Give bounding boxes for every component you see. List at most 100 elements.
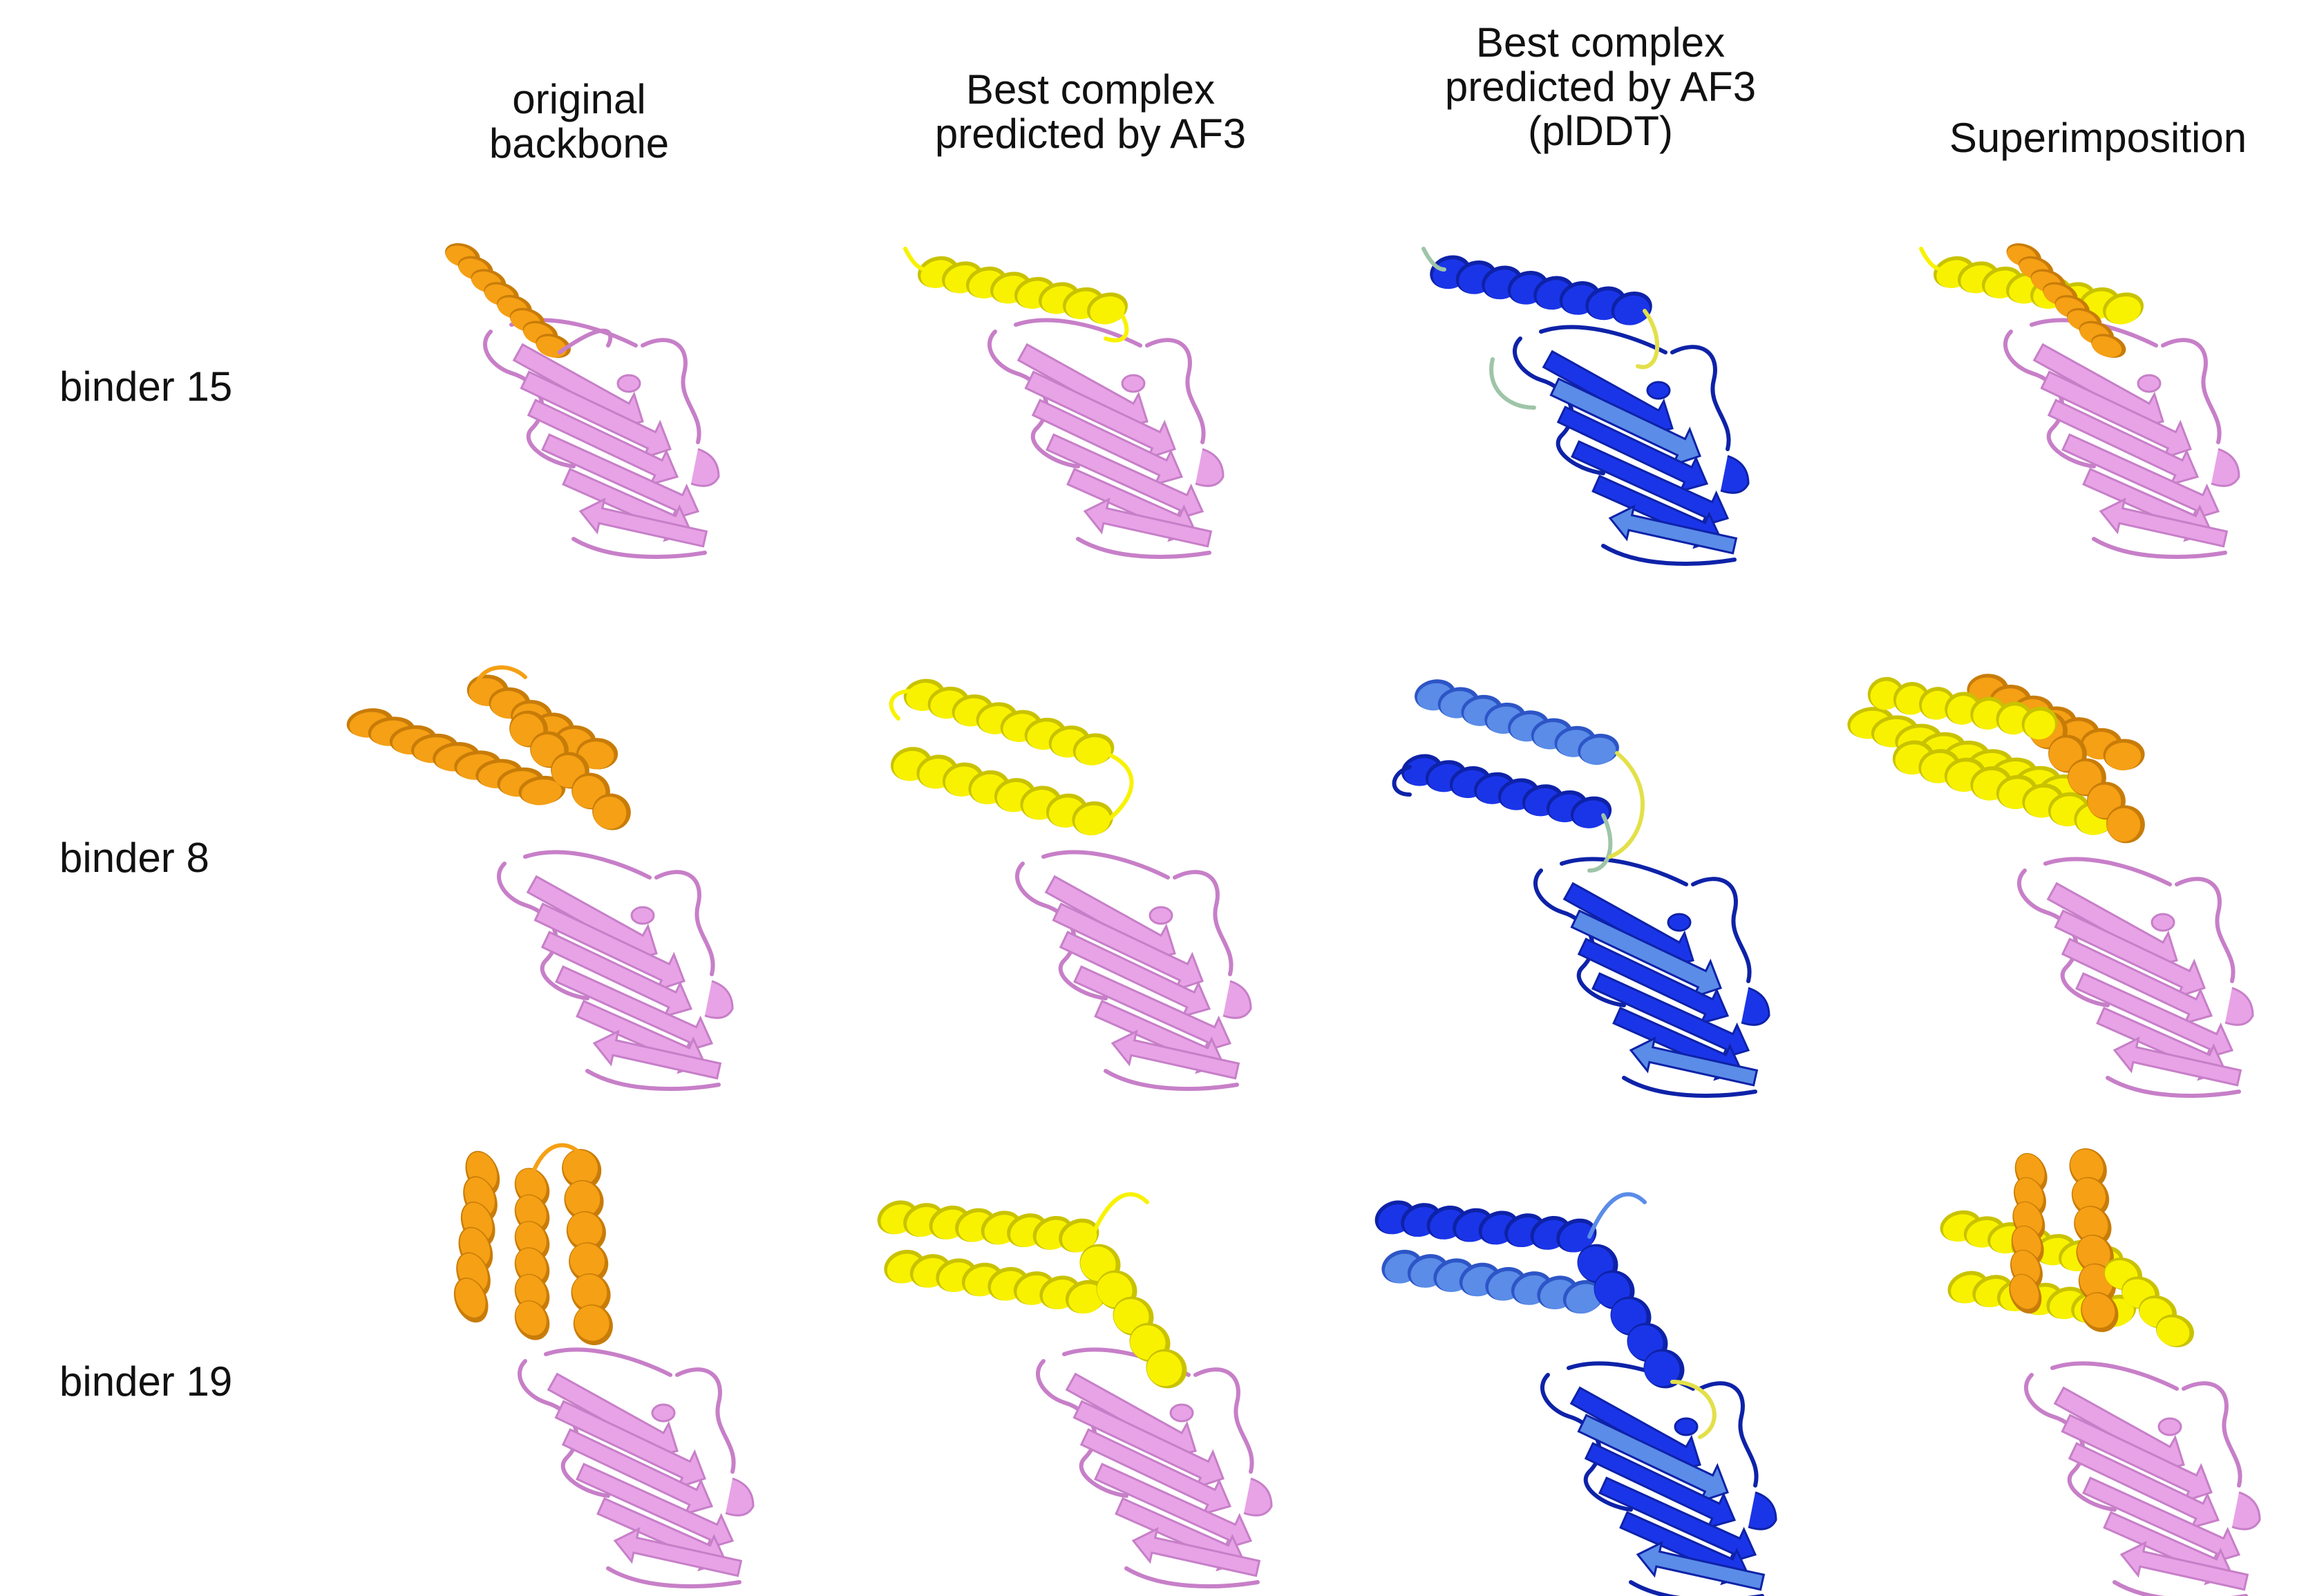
loop-coil xyxy=(1670,1380,1717,1439)
loop-coil xyxy=(1587,813,1613,873)
binder-helix xyxy=(2009,1152,2048,1314)
beta-strand-arrow xyxy=(2075,972,2234,1061)
loop-coil xyxy=(2050,1361,2179,1391)
structure-binder-8-superimposition xyxy=(1845,663,2287,1098)
loop-coil xyxy=(2092,537,2227,559)
beta-strand-arrow xyxy=(2061,938,2213,1025)
loop-coil xyxy=(523,850,652,880)
beta-strand-arrow xyxy=(578,497,708,548)
binder-helix xyxy=(1374,1200,1597,1253)
loop-coil xyxy=(675,1367,736,1474)
column-header-superimposition: Superimposition xyxy=(1884,116,2306,160)
loop-coil xyxy=(1539,325,1667,354)
binder-helix xyxy=(346,708,566,806)
beta-strand-arrow xyxy=(1111,1029,1240,1080)
beta-strand-arrow xyxy=(2047,399,2200,486)
loop-coil xyxy=(1036,1359,1128,1498)
protein-cartoon xyxy=(346,665,734,1091)
beta-strand-arrow xyxy=(2061,1414,2213,1503)
loop-coil xyxy=(1104,1069,1239,1091)
header-line: Best complex xyxy=(1475,19,1726,66)
beta-strand-arrow xyxy=(1052,902,1204,992)
beta-strand-arrow xyxy=(1598,1476,1757,1565)
beta-strand-arrow xyxy=(527,399,679,486)
beta-strand-arrow xyxy=(1024,370,1176,460)
loop-coil xyxy=(1513,336,1605,475)
structure-binder-19-plddt xyxy=(1368,1175,1811,1596)
binder-helix xyxy=(877,1200,1099,1253)
loop-coil xyxy=(530,1143,583,1177)
protein-cartoon xyxy=(877,1192,1273,1588)
loop-coil xyxy=(1560,857,1688,886)
structure-binder-8-plddt xyxy=(1382,663,1824,1098)
structure-binder-19-original xyxy=(428,1133,871,1588)
header-line: Best complex xyxy=(965,66,1216,113)
column-header-af3-plddt: Best complex predicted by AF3 (plDDT) xyxy=(1386,21,1815,153)
beta-strand-arrow xyxy=(1046,433,1204,522)
structure-binder-15-af3 xyxy=(898,235,1341,649)
binder-helix xyxy=(2006,243,2126,358)
loop-coil xyxy=(889,689,914,721)
target-domain xyxy=(1015,850,1252,1091)
row-label-binder-8: binder 8 xyxy=(59,835,209,881)
structure-binder-19-superimposition xyxy=(1921,1133,2306,1596)
loop-coil xyxy=(903,247,928,272)
loop-coil xyxy=(2175,877,2236,983)
target-domain xyxy=(2017,857,2254,1098)
target-domain xyxy=(497,850,734,1091)
beta-strand-arrow xyxy=(576,1463,735,1551)
header-line: predicted by AF3 xyxy=(934,111,1247,157)
header-line: Superimposition xyxy=(1949,115,2247,161)
target-domain xyxy=(987,318,1225,559)
loop-coil xyxy=(2043,857,2172,886)
binder-helix xyxy=(1430,255,1652,325)
header-line: (plDDT) xyxy=(1528,108,1673,154)
beta-strand-arrow xyxy=(613,1527,743,1577)
loop-coil xyxy=(1608,751,1645,859)
binder-helix xyxy=(1415,679,1619,766)
target-domain xyxy=(1036,1347,1273,1588)
column-header-af3-prediction: Best complex predicted by AF3 xyxy=(876,68,1305,156)
beta-strand-arrow xyxy=(2113,1036,2242,1087)
structure-binder-15-plddt xyxy=(1410,235,1852,649)
loop-coil xyxy=(1104,309,1129,343)
beta-strand-arrow xyxy=(540,931,693,1018)
loop-coil xyxy=(1014,318,1142,348)
beta-strand-arrow xyxy=(1556,406,1709,493)
loop-coil xyxy=(1601,544,1737,566)
binder-helix xyxy=(1577,1244,1685,1389)
binder-helix xyxy=(918,256,1128,325)
beta-strand-arrow xyxy=(1584,1442,1737,1530)
beta-strand-arrow xyxy=(2119,1541,2249,1591)
loop-coil xyxy=(1691,877,1752,983)
loop-coil xyxy=(2113,1580,2248,1596)
structure-binder-8-original xyxy=(346,663,788,1091)
beta-strand-arrow xyxy=(1083,497,1213,548)
loop-coil xyxy=(497,862,589,1000)
beta-strand-arrow xyxy=(1570,909,1722,999)
structure-binder-8-af3 xyxy=(878,663,1320,1091)
loop-coil xyxy=(654,870,715,976)
target-domain xyxy=(2003,318,2240,559)
loop-coil xyxy=(518,1359,610,1498)
target-domain xyxy=(2024,1361,2261,1596)
beta-strand-arrow xyxy=(2068,1442,2220,1530)
structure-binder-15-original xyxy=(387,235,829,649)
beta-strand-arrow xyxy=(1073,965,1232,1054)
row-label-binder-19: binder 19 xyxy=(59,1358,233,1405)
binder-helix xyxy=(2069,1148,2119,1333)
loop-coil xyxy=(2017,868,2110,1007)
structure-binder-15-superimposition xyxy=(1907,235,2306,649)
protein-cartoon xyxy=(889,678,1252,1091)
binder-helix xyxy=(2104,1257,2194,1347)
loop-coil xyxy=(1041,850,1170,880)
loop-coil xyxy=(1392,765,1412,797)
binder-helix xyxy=(562,1149,613,1345)
protein-cartoon xyxy=(1847,674,2254,1098)
binder-helix xyxy=(514,1168,550,1340)
header-line: original xyxy=(512,76,646,122)
loop-coil xyxy=(1698,1381,1759,1488)
loop-coil xyxy=(1587,1192,1647,1239)
loop-coil xyxy=(1124,1566,1260,1588)
target-domain xyxy=(1540,1361,1777,1596)
